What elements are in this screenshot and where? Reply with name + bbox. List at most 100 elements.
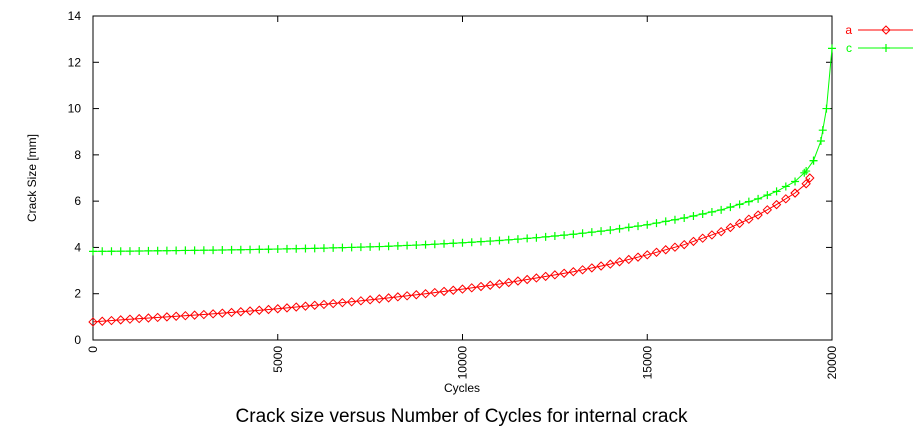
data-point-c bbox=[800, 168, 809, 177]
data-point-c bbox=[430, 240, 439, 249]
data-point-a bbox=[199, 309, 209, 320]
data-point-c bbox=[98, 247, 107, 256]
data-point-c bbox=[476, 237, 485, 246]
data-point-a bbox=[781, 194, 791, 204]
series-line-c bbox=[92, 48, 833, 252]
y-tick-label: 8 bbox=[74, 148, 81, 162]
data-point-c bbox=[754, 194, 763, 203]
y-tick-label: 14 bbox=[68, 9, 82, 23]
data-point-c bbox=[772, 187, 781, 196]
plot-border bbox=[92, 15, 833, 341]
data-point-a bbox=[365, 295, 375, 305]
data-point-c bbox=[282, 244, 291, 253]
series-layer bbox=[88, 44, 836, 327]
y-tick-label: 12 bbox=[68, 55, 82, 69]
data-point-c bbox=[486, 237, 495, 246]
data-point-c bbox=[523, 234, 532, 243]
data-point-a bbox=[319, 299, 329, 310]
x-axis-ticks: 0 5000 10000 15000 20000 bbox=[86, 16, 839, 379]
data-point-a bbox=[97, 316, 107, 326]
data-point-a bbox=[457, 284, 468, 294]
data-point-c bbox=[828, 44, 836, 53]
data-point-c bbox=[624, 223, 633, 232]
data-point-c bbox=[384, 242, 393, 251]
legend-marker-c bbox=[882, 44, 890, 52]
data-point-c bbox=[366, 242, 375, 251]
y-tick-label: 2 bbox=[74, 287, 81, 301]
data-point-a bbox=[531, 273, 542, 283]
data-point-c bbox=[125, 247, 134, 256]
data-point-a bbox=[291, 302, 301, 312]
data-point-a bbox=[467, 283, 477, 293]
data-point-a bbox=[734, 218, 745, 229]
data-point-a bbox=[688, 236, 699, 247]
data-point-c bbox=[458, 238, 467, 247]
data-point-c bbox=[816, 136, 825, 145]
data-point-a bbox=[651, 247, 662, 257]
data-point-a bbox=[642, 250, 652, 260]
data-point-a bbox=[476, 281, 486, 292]
legend-label-c: c bbox=[846, 41, 852, 55]
data-point-c bbox=[587, 228, 596, 237]
data-point-c bbox=[569, 230, 578, 239]
data-point-a bbox=[162, 312, 172, 322]
data-point-a bbox=[587, 263, 597, 273]
data-point-c bbox=[273, 245, 282, 254]
data-point-c bbox=[809, 156, 818, 165]
data-point-c bbox=[652, 219, 661, 228]
data-point-a bbox=[245, 306, 255, 316]
data-point-a bbox=[236, 307, 246, 317]
data-point-c bbox=[329, 243, 338, 252]
data-point-a bbox=[513, 276, 523, 286]
data-point-c bbox=[209, 246, 218, 255]
data-point-c bbox=[89, 247, 97, 256]
data-point-c bbox=[218, 245, 227, 254]
data-point-c bbox=[822, 104, 831, 113]
data-point-c bbox=[550, 231, 559, 240]
data-point-c bbox=[532, 233, 541, 242]
data-point-a bbox=[420, 289, 431, 299]
data-point-a bbox=[189, 310, 200, 320]
series-a bbox=[88, 173, 815, 327]
data-point-c bbox=[689, 212, 698, 221]
data-point-c bbox=[227, 245, 236, 254]
data-point-a bbox=[393, 292, 403, 302]
data-point-c bbox=[310, 244, 319, 253]
data-point-a bbox=[522, 274, 532, 285]
data-point-c bbox=[292, 244, 301, 253]
data-point-c bbox=[541, 232, 550, 241]
data-point-a bbox=[309, 300, 320, 310]
data-point-c bbox=[717, 205, 726, 214]
data-point-c bbox=[560, 231, 569, 240]
data-point-a bbox=[805, 173, 815, 183]
data-point-c bbox=[504, 235, 513, 244]
data-point-a bbox=[725, 222, 736, 233]
data-point-a bbox=[448, 285, 458, 295]
data-point-c bbox=[791, 177, 800, 186]
data-point-c bbox=[802, 167, 811, 176]
data-point-c bbox=[467, 238, 476, 247]
data-point-c bbox=[199, 246, 208, 255]
data-point-a bbox=[116, 315, 126, 325]
data-point-a bbox=[568, 267, 579, 277]
data-point-c bbox=[153, 246, 162, 255]
data-point-c bbox=[319, 244, 328, 253]
data-point-c bbox=[597, 227, 606, 236]
data-point-a bbox=[762, 205, 773, 215]
x-tick-label: 20000 bbox=[825, 346, 839, 380]
data-point-c bbox=[338, 243, 347, 252]
data-point-c bbox=[421, 240, 430, 249]
data-point-c bbox=[680, 214, 689, 223]
data-point-c bbox=[440, 239, 449, 248]
data-point-c bbox=[615, 224, 624, 233]
data-point-a bbox=[134, 313, 144, 324]
data-point-a bbox=[125, 314, 135, 324]
data-point-a bbox=[744, 214, 754, 224]
data-point-c bbox=[513, 235, 522, 244]
data-point-a bbox=[282, 303, 292, 313]
legend-label-a: a bbox=[845, 23, 852, 37]
data-point-a bbox=[143, 313, 154, 323]
data-point-a bbox=[208, 309, 218, 319]
data-point-c bbox=[735, 200, 744, 209]
